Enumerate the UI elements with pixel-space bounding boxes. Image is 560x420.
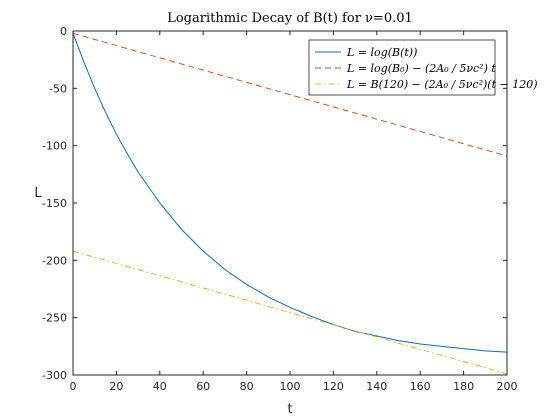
legend: L = log(B(t)) L = log(B₀) − (2A₀ / 5νc²)…	[308, 39, 538, 96]
y-tick-label: 0	[60, 25, 67, 38]
y-axis-label: L	[34, 186, 42, 201]
y-tick-label: -150	[42, 197, 67, 210]
y-tick-label: -100	[42, 140, 67, 153]
x-axis-label: t	[287, 402, 292, 417]
legend-label-asymptote: L = B(120) − (2A₀ / 5νc²)(t − 120)	[346, 78, 538, 91]
x-tick-label: 180	[453, 380, 474, 393]
x-tick-label: 100	[280, 380, 301, 393]
x-tick-label: 40	[153, 380, 167, 393]
y-tick-label: -250	[42, 312, 67, 325]
x-tick-label: 60	[196, 380, 210, 393]
series-asymptote-line	[72, 250, 508, 375]
x-tick-label: 120	[323, 380, 344, 393]
series-linear-fit-line	[72, 32, 508, 157]
x-tick-label: 80	[240, 380, 254, 393]
y-tick-label: -300	[42, 369, 67, 382]
y-tick-label: -200	[42, 254, 67, 267]
legend-label-linear-fit: L = log(B₀) − (2A₀ / 5νc²) t	[346, 62, 496, 75]
legend-label-log-b: L = log(B(t))	[346, 46, 417, 59]
x-tick-label: 160	[410, 380, 431, 393]
tick-layer: 0 20 40 60 80 100 120 140 160 180 200 0 -50 -100 -150 -…	[42, 25, 517, 393]
y-tick-label: -50	[49, 82, 67, 95]
chart-title: Logarithmic Decay of B(t) for ν=0.01	[167, 11, 413, 26]
x-tick-label: 20	[109, 380, 123, 393]
x-tick-label: 140	[366, 380, 387, 393]
x-tick-label: 200	[497, 380, 518, 393]
series-layer	[72, 32, 508, 375]
series-log-b-line	[72, 33, 508, 353]
x-tick-label: 0	[70, 380, 77, 393]
